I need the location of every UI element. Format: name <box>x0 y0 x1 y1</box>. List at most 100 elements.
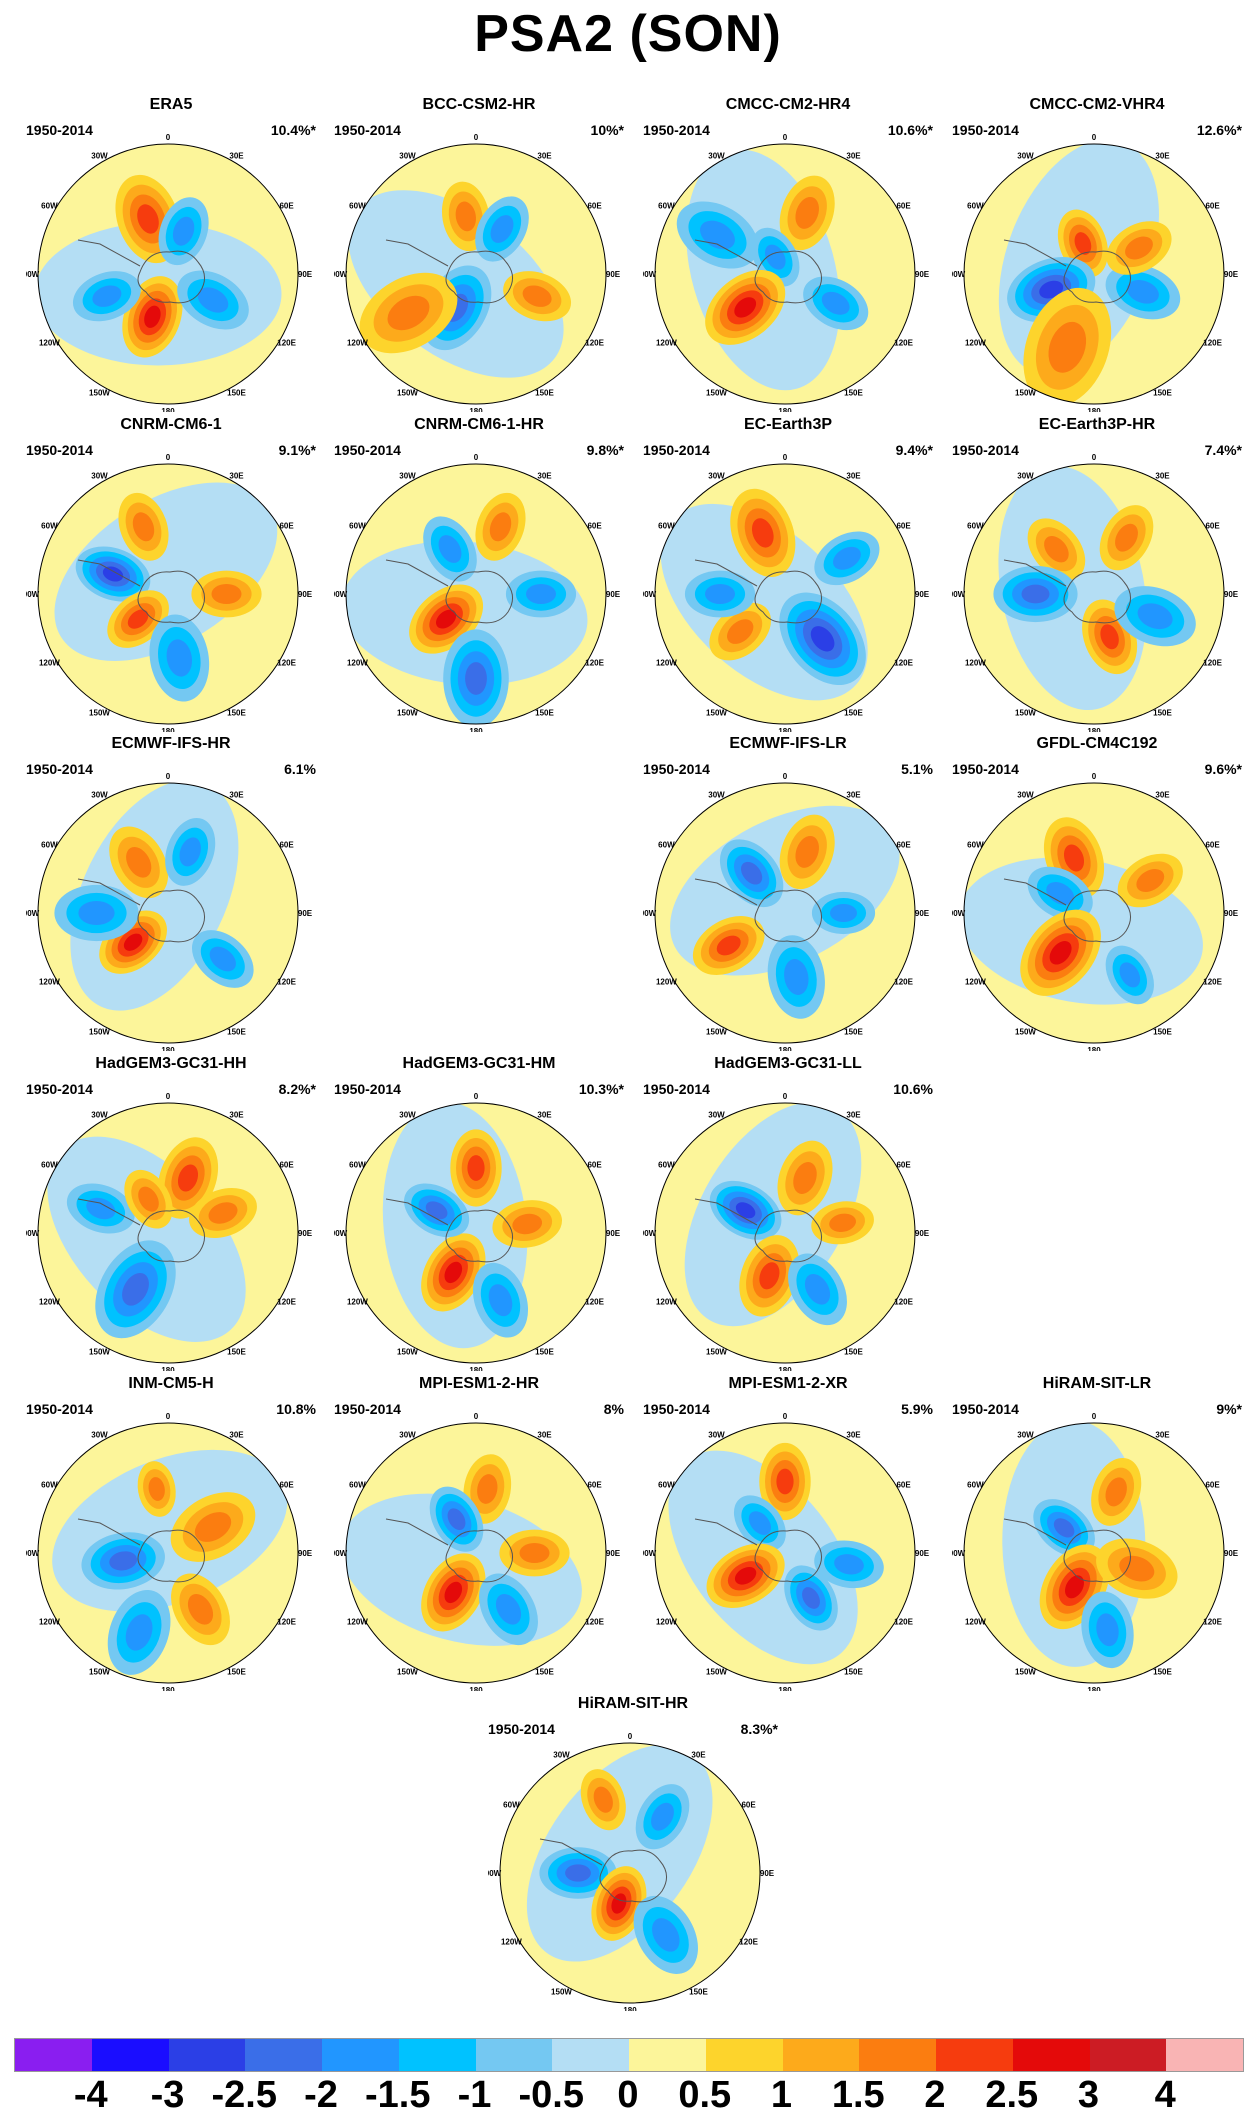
longitude-label: 30W <box>399 1110 416 1119</box>
anomaly-contour <box>793 1162 817 1194</box>
longitude-label: 30E <box>537 471 552 480</box>
polar-map: 0 30E 60E 90E 120E 150E 180 150W 120W 90W 60W 30W <box>643 772 930 1051</box>
anomaly-contour <box>1105 1477 1127 1507</box>
longitude-label: 0 <box>1092 453 1097 462</box>
longitude-label: 60W <box>41 841 58 850</box>
longitude-label: 90W <box>334 1229 348 1238</box>
polar-map: 0 30E 60E 90E 120E 150E 180 150W 120W 90W 60W 30W <box>334 453 621 732</box>
longitude-label: 150E <box>535 389 554 398</box>
antarctica-coastline <box>385 1518 513 1583</box>
longitude-label: 120E <box>894 978 913 987</box>
panel-variance: 10.8% <box>276 1401 316 1417</box>
antarctica-coastline <box>1003 559 1131 624</box>
longitude-label: 120E <box>277 659 296 668</box>
colorbar-label: -2.5 <box>211 2074 277 2116</box>
anomaly-contour <box>522 285 552 307</box>
anomaly-contour <box>1137 603 1173 630</box>
longitude-label: 90E <box>915 1229 930 1238</box>
longitude-label: 30E <box>229 151 244 160</box>
map-panel: ERA5 1950-2014 10.4%* 0 30E 60E 90E 120E 150E 180… <box>26 96 316 412</box>
anomaly-contour <box>1119 962 1141 988</box>
longitude-label: 0 <box>1092 772 1097 781</box>
longitude-label: 90E <box>298 590 313 599</box>
panel-variance: 5.9% <box>901 1401 933 1417</box>
colorbar-cell <box>629 2039 706 2071</box>
longitude-label: 150E <box>1153 389 1172 398</box>
panel-period: 1950-2014 <box>952 442 1019 458</box>
polar-map: 0 30E 60E 90E 120E 150E 180 150W 120W 90W 60W 30W <box>488 1732 775 2011</box>
panel-title: CMCC-CM2-VHR4 <box>1029 96 1165 113</box>
anomaly-contour <box>651 1802 674 1831</box>
longitude-label: 30W <box>708 790 725 799</box>
longitude-label: 150E <box>227 1668 246 1677</box>
anomaly-contour <box>211 584 242 604</box>
antarctica-coastline <box>1003 1518 1131 1583</box>
longitude-label: 30E <box>537 1110 552 1119</box>
longitude-label: 150W <box>706 709 727 718</box>
colorbar-cell <box>1089 2039 1167 2071</box>
longitude-label: 90W <box>26 1229 40 1238</box>
anomaly-contour <box>109 1551 138 1571</box>
longitude-label: 30W <box>399 471 416 480</box>
anomaly-contour <box>447 1508 466 1531</box>
longitude-label: 0 <box>166 1412 171 1421</box>
colorbar-cell <box>15 2039 92 2071</box>
panel-variance: 10.3%* <box>578 1081 624 1097</box>
colorbar-cell <box>398 2039 476 2071</box>
map-boundary <box>499 1742 761 2004</box>
anomaly-contour <box>512 1213 543 1235</box>
map-panel: INM-CM5-H 1950-2014 10.8% 0 30E 60E 90E 120E 150… <box>26 1375 316 1691</box>
longitude-label: 90W <box>952 590 966 599</box>
longitude-label: 150E <box>535 709 554 718</box>
longitude-label: 180 <box>1087 1686 1101 1691</box>
longitude-label: 120W <box>656 1298 677 1307</box>
panel-period: 1950-2014 <box>952 122 1019 138</box>
longitude-label: 30E <box>1155 790 1170 799</box>
anomaly-contour <box>795 835 819 868</box>
panel-period: 1950-2014 <box>643 1081 710 1097</box>
map-boundary <box>37 1422 299 1684</box>
longitude-label: 0 <box>166 453 171 462</box>
anomaly-contour <box>764 244 786 270</box>
anomaly-contour <box>208 1202 238 1224</box>
longitude-label: 30E <box>229 1110 244 1119</box>
panel-title: BCC-CSM2-HR <box>422 96 536 113</box>
anomaly-contour <box>1039 280 1064 299</box>
colorbar-label: 4 <box>1154 2074 1176 2116</box>
anomaly-contour <box>1053 1518 1075 1538</box>
longitude-label: 60E <box>587 1481 602 1490</box>
longitude-label: 30W <box>708 151 725 160</box>
anomaly-contour <box>127 609 149 629</box>
longitude-label: 30W <box>91 790 108 799</box>
longitude-label: 150W <box>706 1348 727 1357</box>
longitude-label: 90W <box>643 590 657 599</box>
longitude-label: 90W <box>26 590 40 599</box>
longitude-label: 30E <box>1155 1430 1170 1439</box>
longitude-label: 180 <box>161 1046 175 1051</box>
longitude-label: 60E <box>279 1161 294 1170</box>
longitude-label: 120W <box>347 1298 368 1307</box>
polar-map: 0 30E 60E 90E 120E 150E 180 150W 120W 90W 60W 30W <box>643 453 930 732</box>
longitude-label: 120E <box>1203 978 1222 987</box>
panel-variance: 9.6%* <box>1204 761 1242 777</box>
anomaly-contour <box>1100 624 1119 650</box>
longitude-label: 120E <box>585 1298 604 1307</box>
map-boundary <box>345 1102 607 1364</box>
longitude-label: 60E <box>741 1801 756 1810</box>
colorbar-label: 2.5 <box>985 2074 1039 2116</box>
colorbar <box>14 2038 1244 2072</box>
colorbar-label: 3 <box>1077 2074 1100 2116</box>
longitude-label: 150E <box>227 389 246 398</box>
longitude-label: 30W <box>708 1430 725 1439</box>
anomaly-contour <box>1048 321 1087 373</box>
anomaly-contour <box>593 1786 613 1813</box>
anomaly-contour <box>488 1284 513 1317</box>
colorbar-cell <box>322 2039 399 2071</box>
anomaly-contour <box>102 566 124 582</box>
anomaly-contour <box>490 215 514 243</box>
figure-title: PSA2 (SON) <box>474 5 782 63</box>
longitude-label: 120W <box>965 1618 986 1627</box>
colorbar-label: -1.5 <box>365 2074 431 2116</box>
longitude-label: 60W <box>41 1481 58 1490</box>
colorbar-label: -3 <box>150 2074 185 2116</box>
